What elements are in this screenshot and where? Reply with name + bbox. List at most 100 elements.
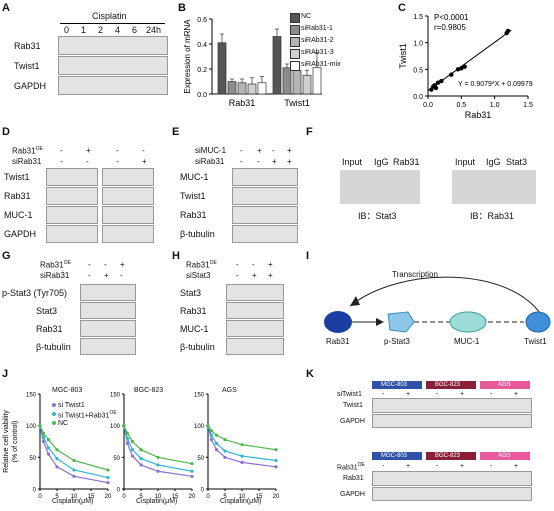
x-tick-label: 10 <box>239 494 246 500</box>
panel-label-k: K <box>306 368 314 380</box>
line-chart-j: Relative cell viability (% of control)050… <box>3 393 280 501</box>
series-point <box>190 462 194 466</box>
blot-strip <box>372 414 532 428</box>
blot-strip <box>372 471 532 486</box>
sign: + <box>268 260 273 269</box>
blot-strip <box>80 338 136 355</box>
chart-title: BGC-823 <box>134 387 164 394</box>
scatter-point <box>505 28 511 34</box>
x-tick-label: 5 <box>139 494 143 500</box>
blot-row-label: Rab31 <box>4 191 31 201</box>
pstat3-node <box>387 311 415 333</box>
sign: + <box>268 271 273 280</box>
sign: - <box>272 146 275 155</box>
series-point <box>72 458 76 463</box>
cell-line-label: BGC-823 <box>435 382 461 388</box>
series-point <box>139 448 143 452</box>
blot-strip <box>46 206 98 224</box>
bar <box>302 74 312 95</box>
legend-label: NC <box>301 13 312 20</box>
series-point <box>106 476 110 480</box>
bar <box>237 82 247 95</box>
sign: + <box>257 146 262 155</box>
y-tick-label: 100 <box>194 424 205 430</box>
y-tick-label: 0.0 <box>197 92 207 99</box>
y-tick-label: 1.5 <box>413 14 423 21</box>
sign: - <box>60 146 63 155</box>
series-point <box>209 438 213 442</box>
scatter-point <box>435 80 441 85</box>
scatter-point <box>429 87 434 92</box>
sign: - <box>86 157 89 166</box>
sign: + <box>272 157 277 166</box>
y-tick-label: 100 <box>26 424 37 430</box>
x-tick-label: 0.5 <box>456 102 466 109</box>
scatter-point <box>459 66 464 71</box>
scatter-point <box>433 85 439 91</box>
blot-strip <box>102 187 154 205</box>
x-axis-label: Cisplatin(μM) <box>220 498 262 505</box>
sign: - <box>382 463 385 470</box>
pathway-diagram <box>324 276 551 333</box>
series-point <box>214 448 219 452</box>
x-tick-label: 20 <box>189 494 196 500</box>
series-point <box>190 469 194 473</box>
y-tick-label: 150 <box>194 393 205 399</box>
node-label: p-Stat3 <box>384 337 410 346</box>
blot-strip <box>58 36 168 55</box>
panel-label-a: A <box>2 2 10 14</box>
transcription-label: Transcription <box>392 270 438 279</box>
cell-line-tag <box>372 381 422 389</box>
panel-label-g: G <box>2 250 11 262</box>
sign: - <box>236 271 239 280</box>
series-point <box>106 468 110 472</box>
blot-row-label: Twist1 <box>14 61 40 71</box>
blot-row-label: Twist1 <box>343 402 363 409</box>
x-tick-label: 10 <box>155 494 162 500</box>
series-point <box>240 443 244 447</box>
bar-chart-b: 0.0 0.2 0.4 0.6 Expression of mRNA Rab31 Twist… <box>183 17 322 108</box>
series-line <box>39 425 109 479</box>
sign: + <box>406 463 411 470</box>
sign: + <box>287 146 292 155</box>
y-tick-label: 50 <box>113 456 120 462</box>
legend-swatch <box>290 37 300 47</box>
x-tick-label: 15 <box>256 494 263 500</box>
ip-blot <box>340 170 420 204</box>
blot-row-label: Twist1 <box>180 191 206 201</box>
timepoint: 6 <box>132 25 138 35</box>
sign: + <box>287 157 292 166</box>
x-tick-label: Rab31 <box>229 98 256 108</box>
blot-strip <box>102 168 154 186</box>
y-tick-label: 0.2 <box>197 67 207 74</box>
y-tick-label: 0 <box>201 488 205 494</box>
blot-row-label: GAPDH <box>340 491 365 498</box>
cell-line-label: MGC-803 <box>381 453 408 459</box>
legend-label: siRAb31-2 <box>301 37 334 44</box>
lane-label: Stat3 <box>506 157 528 167</box>
series-point <box>130 454 135 458</box>
sign: - <box>252 260 255 269</box>
x-tick-label: 0.0 <box>423 102 433 109</box>
x-tick-label: 0 <box>206 494 210 500</box>
transcription-arrow <box>349 276 543 317</box>
series-point <box>125 431 129 435</box>
blot-strip <box>226 320 284 337</box>
panel-label-h: H <box>172 250 180 262</box>
ib-label: IB：Stat3 <box>358 211 397 221</box>
cell-line-tag <box>480 452 530 460</box>
series-line <box>39 425 109 484</box>
sign: + <box>460 463 465 470</box>
series-line <box>39 425 109 471</box>
series-point <box>106 481 110 485</box>
scatter-chart-c: 0.0 0.5 1.0 1.5 0.0 0.5 1.0 1.5 Rab31 Twist1 P<0.0… <box>398 13 533 120</box>
sign: - <box>120 271 123 280</box>
blot-row-label: Rab31 <box>343 475 364 482</box>
condition-label: siRab31 <box>40 271 70 280</box>
lane-label: IgG <box>374 157 389 167</box>
legend-label: si Twist1 <box>58 402 85 409</box>
sign: - <box>116 157 119 166</box>
series-point <box>156 469 160 473</box>
cell-line-label: AGS <box>498 453 511 459</box>
y-axis-label: Twist1 <box>398 43 408 69</box>
